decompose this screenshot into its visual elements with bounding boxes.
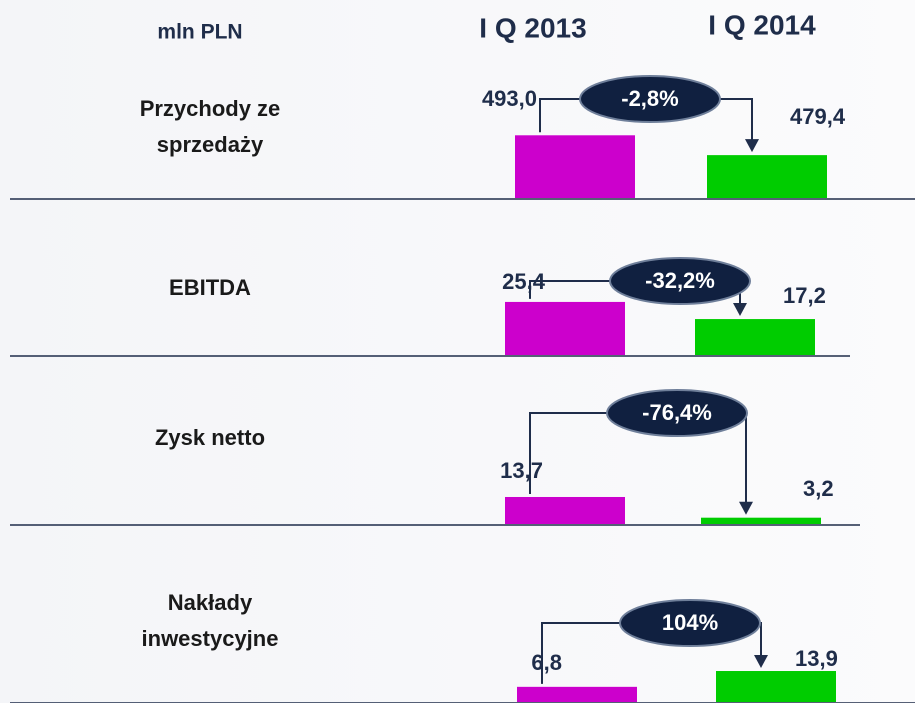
value-label: 13,7 bbox=[500, 458, 543, 483]
period-label: I Q 2014 bbox=[708, 9, 816, 40]
change-badge bbox=[579, 75, 721, 123]
value-label: 3,2 bbox=[803, 476, 834, 501]
row-label: Przychody ze sprzedaży bbox=[139, 96, 281, 157]
change-label: -2,8% bbox=[621, 86, 678, 111]
arrow-head bbox=[754, 655, 768, 669]
value-label: 25,4 bbox=[502, 269, 546, 294]
bar bbox=[515, 135, 635, 198]
bar bbox=[695, 319, 815, 355]
change-badge bbox=[619, 599, 761, 647]
bar bbox=[505, 496, 625, 524]
arrow-head bbox=[745, 139, 759, 153]
change-badge bbox=[609, 257, 751, 305]
period-label: I Q 2013 bbox=[479, 12, 586, 43]
change-badge bbox=[606, 389, 748, 437]
value-label: 17,2 bbox=[783, 283, 826, 308]
row-label: Nakłady inwestycyjne bbox=[141, 590, 279, 651]
bar bbox=[517, 686, 637, 702]
value-label: 479,4 bbox=[790, 104, 846, 129]
value-label: 13,9 bbox=[795, 646, 838, 671]
bar bbox=[707, 155, 827, 198]
row-label: EBITDA bbox=[169, 275, 251, 300]
change-label: -32,2% bbox=[645, 268, 715, 293]
arrow-head bbox=[739, 501, 753, 515]
bar bbox=[716, 671, 836, 702]
value-label: 493,0 bbox=[482, 86, 537, 111]
value-label: 6,8 bbox=[531, 650, 562, 675]
change-label: 104% bbox=[662, 610, 718, 635]
bar bbox=[505, 301, 625, 355]
change-label: -76,4% bbox=[642, 400, 712, 425]
row-label: Zysk netto bbox=[154, 425, 266, 450]
arrow-head bbox=[733, 303, 747, 317]
unit-label: mln PLN bbox=[157, 21, 242, 44]
bar bbox=[701, 517, 821, 524]
